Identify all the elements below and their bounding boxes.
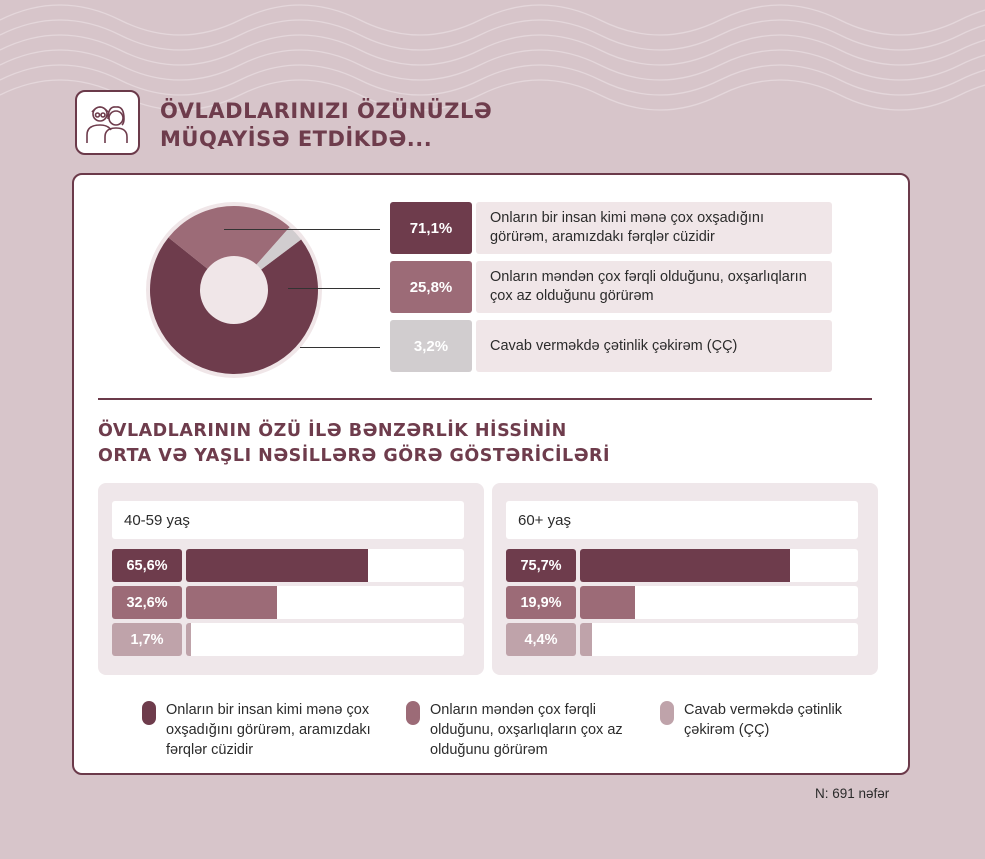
panel-title-60-plus: 60+ yaş [506,501,858,539]
section-divider [98,398,872,400]
pct-box-similar: 71,1% [390,202,472,254]
legend-label: Cavab verməkdə çətinlik çəkirəm (ÇÇ) [684,702,842,738]
donut-chart [146,202,322,378]
leader-line-1 [224,229,380,230]
desc-box-dk: Cavab verməkdə çətinlik çəkirəm (ÇÇ) [476,320,832,372]
donut-slice-different [168,206,290,269]
leader-line-2 [288,288,380,289]
bar-fill [186,549,369,582]
bar-track [580,586,858,619]
bar-track [186,623,464,656]
legend-item-similar: Onların bir insan kimi mənə çox oxşadığı… [142,700,372,760]
bar-fill [580,586,636,619]
bar-track [186,586,464,619]
bar-track [580,623,858,656]
legend-label: Onların bir insan kimi mənə çox oxşadığı… [166,702,371,758]
bar-track [580,549,858,582]
legend-item-different: Onların məndən çox fərqli olduğunu, oxşa… [406,700,626,760]
bar-row: 75,7% [506,549,858,582]
legend-label: Onların məndən çox fərqli olduğunu, oxşa… [430,702,623,758]
bar-label: 4,4% [506,623,576,656]
bar-row: 65,6% [112,549,464,582]
legend-item-dk: Cavab verməkdə çətinlik çəkirəm (ÇÇ) [660,700,850,740]
legend-swatch [142,701,156,725]
bar-label: 1,7% [112,623,182,656]
legend-swatch [660,701,674,725]
legend-swatch [406,701,420,725]
background-waves [0,4,985,111]
pct-box-different: 25,8% [390,261,472,313]
bar-row: 1,7% [112,623,464,656]
donut-slice-similar [150,237,318,374]
bar-label: 65,6% [112,549,182,582]
bar-fill [580,623,593,656]
bar-fill [186,623,191,656]
elderly-couple-icon [75,90,140,155]
bar-label: 19,9% [506,586,576,619]
pct-box-dk: 3,2% [390,320,472,372]
section-title: ÖVLADLARININ ÖZÜ İLƏ BƏNZƏRLİK HİSSİNİN … [98,421,611,466]
panel-40-59: 40-59 yaş 65,6% 32,6% 1,7% [98,483,484,675]
sample-size-note: N: 691 nəfər [815,786,890,801]
donut-slice-dk [256,227,302,270]
main-card: 71,1% Onların bir insan kimi mənə çox ox… [72,173,910,775]
bar-label: 75,7% [506,549,576,582]
bar-fill [580,549,791,582]
desc-box-different: Onların məndən çox fərqli olduğunu, oxşa… [476,261,832,313]
bar-row: 32,6% [112,586,464,619]
page-title: ÖVLADLARINIZI ÖZÜNÜZLƏ MÜQAYİSƏ ETDİKDƏ.… [160,99,493,151]
panel-60-plus: 60+ yaş 75,7% 19,9% 4,4% [492,483,878,675]
bar-row: 4,4% [506,623,858,656]
bar-row: 19,9% [506,586,858,619]
leader-line-3 [300,347,380,348]
bar-label: 32,6% [112,586,182,619]
bar-fill [186,586,277,619]
bar-track [186,549,464,582]
panel-title-40-59: 40-59 yaş [112,501,464,539]
desc-box-similar: Onların bir insan kimi mənə çox oxşadığı… [476,202,832,254]
